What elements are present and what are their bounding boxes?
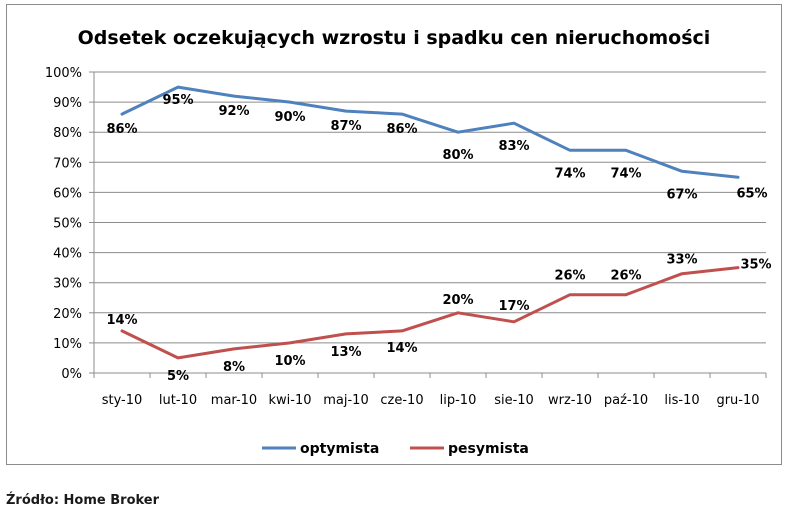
data-label-optymista: 86% <box>386 122 417 137</box>
x-tick-label: paź-10 <box>604 393 648 408</box>
x-axis: sty-10 lut-10 mar-10 kwi-10 maj-10 cze-10 lip-… <box>93 372 767 408</box>
chart-frame <box>6 4 782 465</box>
data-label-pesymista: 8% <box>223 360 245 375</box>
y-tick-label: 70% <box>53 156 82 171</box>
y-tick-label: 40% <box>53 247 82 262</box>
data-label-pesymista: 17% <box>498 299 529 314</box>
legend-label-optymista: optymista <box>300 441 379 457</box>
y-tick-label: 10% <box>53 337 82 352</box>
data-label-optymista: 86% <box>106 122 137 137</box>
y-tick-label: 100% <box>45 66 82 81</box>
data-label-pesymista: 35% <box>740 258 771 273</box>
x-tick-label: sty-10 <box>102 393 143 408</box>
y-tick-label: 80% <box>53 126 82 141</box>
source-note: Źródło: Home Broker <box>6 493 160 508</box>
data-label-pesymista: 5% <box>167 369 189 384</box>
series-line-pesymista <box>120 266 740 360</box>
grid-lines <box>94 71 766 344</box>
data-label-optymista: 74% <box>610 166 641 181</box>
data-label-optymista: 87% <box>330 119 361 134</box>
x-tick-label: lut-10 <box>159 393 197 408</box>
data-label-pesymista: 14% <box>106 313 137 328</box>
legend-label-pesymista: pesymista <box>448 441 529 457</box>
y-tick-label: 90% <box>53 96 82 111</box>
y-axis: 0% 10% 20% 30% 40% 50% 60% 70% 80% 90% 100% <box>45 66 95 382</box>
data-label-optymista: 65% <box>736 186 767 201</box>
data-label-pesymista: 33% <box>666 253 697 268</box>
x-tick-label: lip-10 <box>440 393 477 408</box>
x-tick-label: kwi-10 <box>268 393 311 408</box>
x-tick-label: sie-10 <box>494 393 534 408</box>
chart-title: Odsetek oczekujących wzrostu i spadku ce… <box>78 27 711 49</box>
data-label-optymista: 74% <box>554 166 585 181</box>
x-tick-label: maj-10 <box>323 393 368 408</box>
data-label-optymista: 92% <box>218 104 249 119</box>
data-label-optymista: 67% <box>666 187 697 202</box>
legend: optymista pesymista <box>262 441 529 457</box>
data-label-pesymista: 14% <box>386 341 417 356</box>
series-line-optymista <box>120 85 740 179</box>
data-label-pesymista: 26% <box>610 269 641 284</box>
x-tick-label: cze-10 <box>380 393 423 408</box>
line-chart: Odsetek oczekujących wzrostu i spadku ce… <box>45 27 772 457</box>
data-label-optymista: 90% <box>274 110 305 125</box>
y-tick-label: 20% <box>53 307 82 322</box>
x-tick-label: wrz-10 <box>548 393 592 408</box>
y-tick-label: 60% <box>53 186 82 201</box>
series-lines <box>120 85 740 360</box>
data-label-optymista: 80% <box>442 148 473 163</box>
data-label-pesymista: 26% <box>554 269 585 284</box>
y-tick-label: 50% <box>53 217 82 232</box>
y-tick-label: 0% <box>61 367 82 382</box>
x-tick-label: mar-10 <box>211 393 257 408</box>
data-label-pesymista: 13% <box>330 345 361 360</box>
data-labels: 86% 95% 92% 90% 87% 86% 80% 83% 74% 74% 67% 65% 14% 5… <box>106 93 771 384</box>
data-label-optymista: 95% <box>162 93 193 108</box>
data-label-optymista: 83% <box>498 139 529 154</box>
y-tick-label: 30% <box>53 277 82 292</box>
x-tick-label: gru-10 <box>716 393 759 408</box>
data-label-pesymista: 10% <box>274 354 305 369</box>
x-tick-label: lis-10 <box>664 393 699 408</box>
data-label-pesymista: 20% <box>442 293 473 308</box>
